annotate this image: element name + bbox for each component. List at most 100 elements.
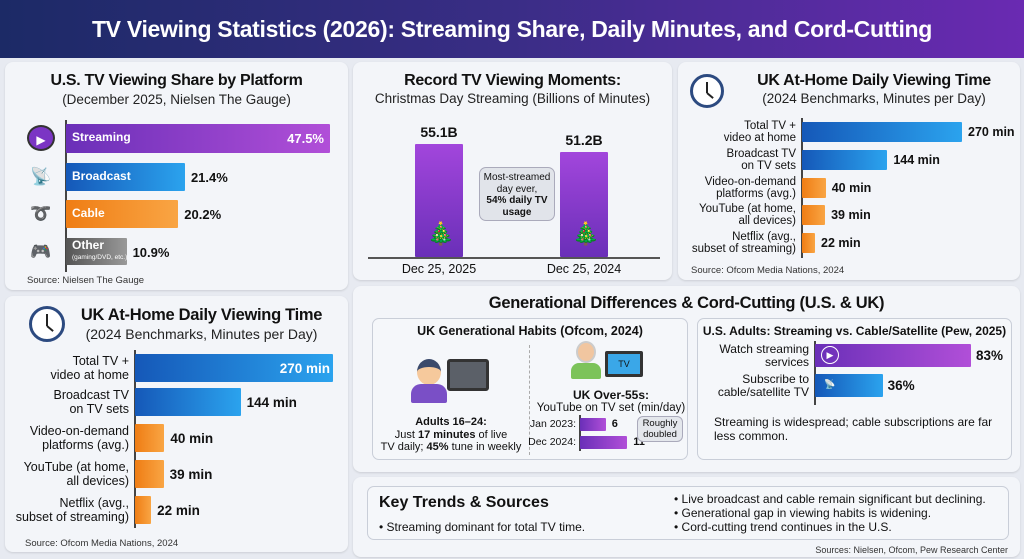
chart-subtitle: YouTube on TV set (min/day): [536, 402, 686, 414]
generational-panel: Generational Differences & Cord-Cutting …: [353, 286, 1020, 472]
over55-youtube-chart: Jan 2023: 6 Dec 2024: 11: [373, 319, 689, 461]
sources: Sources: Nielsen, Ofcom, Pew Research Ce…: [815, 545, 1008, 555]
bar: [135, 496, 152, 524]
christmas-tree-icon: 🎄: [427, 221, 455, 246]
box-title: U.S. Adults: Streaming vs. Cable/Satelli…: [702, 324, 1007, 338]
chart-subtitle: (2024 Benchmarks, Minutes per Day): [762, 91, 986, 106]
bar: [802, 205, 826, 225]
bar: [135, 354, 333, 382]
bar: [802, 122, 962, 142]
text: Just: [394, 428, 418, 441]
category-label: Netflix (avg., subset of streaming): [15, 496, 129, 524]
christmas-streaming-chart: 🎄 55.1B Dec 25, 2025 🎄 51.2B Dec 25, 2024: [353, 62, 672, 280]
bar-label: Other: [72, 238, 105, 252]
category-label: Video-on-demand platforms (avg.): [704, 176, 796, 200]
category-label: Video-on-demand platforms (avg.): [29, 424, 129, 452]
bar-label: Broadcast: [72, 169, 131, 183]
text: TV daily;: [380, 441, 427, 453]
us-streaming-box: U.S. Adults: Streaming vs. Cable/Satelli…: [697, 318, 1012, 460]
young-person-icon: [411, 357, 447, 403]
christmas-streaming-panel: Record TV Viewing Moments: Christmas Day…: [353, 62, 672, 280]
young-adults-stat: Adults 16–24: Just 17 minutes of live TV…: [373, 416, 529, 454]
category-label: YouTube (at home, all devices): [699, 203, 796, 227]
value-label: 10.9%: [132, 245, 170, 260]
bar-broadcast: [66, 163, 185, 191]
category-label: YouTube (at home, all devices): [23, 460, 129, 488]
play-icon: ▶: [821, 346, 839, 364]
value-label: 40 min: [831, 181, 872, 195]
text-bold: 45%: [426, 441, 449, 453]
axis-line: [801, 118, 803, 258]
tv-icon: TV: [605, 351, 643, 377]
value-label: 40 min: [170, 431, 214, 446]
value-label: 6: [611, 418, 618, 430]
axis-line: [134, 350, 136, 528]
chart-title: Record TV Viewing Moments:: [404, 72, 621, 89]
chart-title: U.S. TV Viewing Share by Platform: [50, 72, 303, 89]
gamepad-disc-icon: 🎮: [30, 242, 52, 261]
category-label: Jan 2023:: [529, 418, 576, 430]
chart-note: Streaming is widespread; cable subscript…: [714, 415, 993, 443]
bar: [802, 233, 816, 253]
trend-item: • Live broadcast and cable remain signif…: [674, 492, 986, 506]
key-trends-box: Key Trends & Sources • Streaming dominan…: [367, 486, 1009, 540]
chart-title: UK Over-55s:: [572, 388, 650, 402]
trend-item: • Streaming dominant for total TV time.: [379, 520, 586, 534]
chart-title: UK At-Home Daily Viewing Time: [757, 72, 991, 89]
uk-viewing-chart-top: Total TV + video at home 270 min Broadcast …: [678, 62, 1020, 280]
bar-label: Streaming: [72, 130, 131, 144]
trends-title: Key Trends & Sources: [379, 494, 549, 511]
trend-item: • Cord-cutting trend continues in the U.…: [674, 520, 892, 534]
bar: [580, 436, 628, 449]
trend-text: Streaming dominant for total TV time.: [386, 520, 586, 534]
annotation-text: Most-streamed day ever,: [483, 172, 551, 195]
bar-note: (gaming/DVD, etc.): [72, 254, 128, 261]
category-label: Total TV + video at home: [50, 354, 129, 382]
satellite-dish-icon: 📡: [824, 379, 836, 389]
bar-0: [415, 144, 463, 257]
value-label: 144 min: [893, 153, 940, 167]
baseline: [368, 257, 660, 259]
streaming-vs-cable-chart: ▶ Watch streaming services 83% 📡 Subscribe to…: [698, 319, 1013, 461]
value-label: 39 min: [169, 467, 213, 482]
bar: [815, 344, 971, 367]
value-label: 22 min: [821, 236, 861, 250]
value-label: 11: [633, 436, 645, 448]
value-label: 144 min: [246, 395, 297, 410]
platform-share-chart: ▶ Streaming 47.5% 📡 Broadcast 21.4% ➰ Cable 20.2…: [5, 62, 348, 290]
trend-list: • Live broadcast and cable remain signif…: [674, 492, 986, 534]
chart-source: Source: Nielsen The Gauge: [27, 275, 145, 286]
bar: [135, 460, 164, 488]
category-label: Dec 25, 2025: [401, 262, 477, 276]
key-trends-panel: Key Trends & Sources • Streaming dominan…: [353, 477, 1020, 557]
category-label: Netflix (avg., subset of streaming): [691, 231, 796, 255]
annotation-callout: Roughly doubled: [637, 416, 683, 442]
bar-cable: [66, 200, 179, 228]
category-label: Watch streaming services: [719, 342, 809, 369]
axis-line: [814, 341, 816, 405]
value-label: 270 min: [968, 125, 1015, 139]
broken-tv-icon: [447, 359, 489, 391]
clock-icon: [690, 74, 724, 108]
chart-title: UK At-Home Daily Viewing Time: [80, 306, 323, 324]
value-label: 21.4%: [190, 170, 228, 185]
axis-line: [65, 120, 67, 272]
annotation-bold: 54% daily TV usage: [486, 195, 548, 218]
bar: [802, 150, 888, 170]
text: tune in weekly: [448, 441, 522, 453]
value-label: 39 min: [831, 208, 871, 222]
divider: [529, 345, 530, 455]
bar-1: [560, 151, 608, 257]
bar: [802, 178, 826, 198]
trend-text: Live broadcast and cable remain signific…: [681, 492, 986, 506]
platform-share-panel: U.S. TV Viewing Share by Platform (Decem…: [5, 62, 348, 290]
uk-viewing-panel-bottom: UK At-Home Daily Viewing Time (2024 Benc…: [5, 296, 348, 552]
chart-subtitle: (December 2025, Nielsen The Gauge): [62, 92, 291, 107]
text: of live: [475, 428, 508, 441]
uk-viewing-chart-bottom: Total TV + video at home 270 min Broadcast …: [5, 296, 348, 552]
trend-text: Generational gap in viewing habits is wi…: [681, 506, 932, 520]
category-label: Broadcast TV on TV sets: [726, 148, 796, 172]
value-label: 55.1B: [420, 124, 458, 140]
category-label: Subscribe to cable/satellite TV: [717, 372, 809, 399]
value-label: 51.2B: [565, 131, 603, 148]
